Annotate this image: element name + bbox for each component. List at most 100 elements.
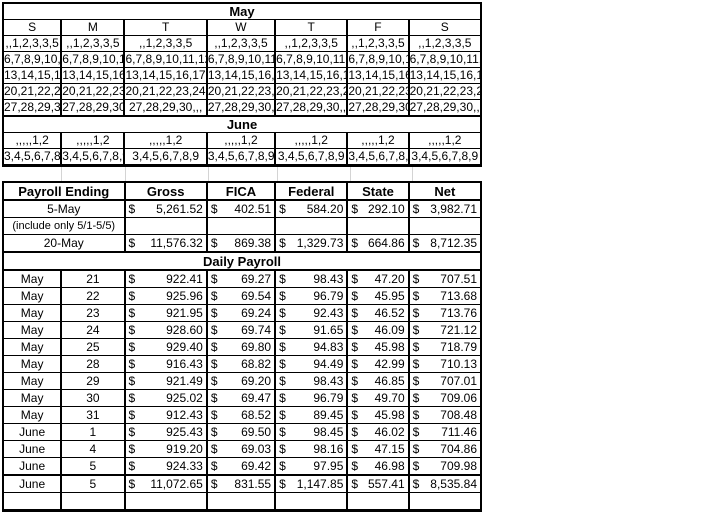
daily-payroll-title-cell[interactable]: Daily Payroll xyxy=(2,251,481,271)
month-cell[interactable]: June xyxy=(1,474,62,493)
month-cell[interactable]: May xyxy=(1,338,62,356)
calendar-day-cell[interactable]: 3,4,5,6,7,8,9 xyxy=(274,148,348,166)
federal-cell[interactable]: $96.79 xyxy=(274,287,348,305)
calendar-day-cell[interactable]: ,,1,2,3,3,5 xyxy=(60,35,125,52)
fica-cell[interactable]: $69.03 xyxy=(205,440,276,458)
grid-cell[interactable] xyxy=(413,167,482,181)
gross-cell[interactable]: $921.95 xyxy=(123,304,207,322)
month-cell[interactable]: June xyxy=(1,440,62,458)
federal-cell[interactable]: $89.45 xyxy=(274,406,348,424)
gross-cell[interactable]: $925.96 xyxy=(123,287,207,305)
month-cell[interactable]: May xyxy=(1,287,62,305)
calendar-day-cell[interactable]: 6,7,8,9,10,11,12 xyxy=(407,51,481,68)
day-cell[interactable]: 5 xyxy=(60,457,125,476)
federal-cell[interactable]: $98.43 xyxy=(274,270,348,288)
empty-cell[interactable] xyxy=(123,492,207,511)
empty-cell[interactable] xyxy=(407,492,481,511)
net-cell[interactable]: $8,535.84 xyxy=(407,474,481,493)
empty-cell[interactable] xyxy=(274,492,348,511)
gross-cell[interactable]: $929.40 xyxy=(123,338,207,356)
june-title-cell[interactable]: June xyxy=(2,115,481,133)
day-header-cell[interactable]: F xyxy=(346,19,409,36)
state-cell[interactable]: $557.41 xyxy=(346,474,409,493)
gross-cell[interactable]: $5,261.52 xyxy=(123,200,207,218)
period-label-cell[interactable]: 20-May xyxy=(2,234,125,253)
net-cell[interactable]: $704.86 xyxy=(407,440,481,458)
calendar-day-cell[interactable]: ,,,,,1,2 xyxy=(407,132,481,149)
net-cell[interactable] xyxy=(407,217,481,235)
month-cell[interactable]: May xyxy=(1,406,62,424)
month-cell[interactable]: June xyxy=(1,457,62,476)
day-cell[interactable]: 4 xyxy=(60,440,125,458)
calendar-day-cell[interactable]: ,,1,2,3,3,5 xyxy=(346,35,409,52)
day-cell[interactable]: 1 xyxy=(60,423,125,441)
calendar-day-cell[interactable]: 13,14,15,16,17,18,19 xyxy=(407,67,481,84)
state-cell[interactable]: $45.98 xyxy=(346,338,409,356)
net-cell[interactable]: $713.68 xyxy=(407,287,481,305)
fica-cell[interactable]: $69.20 xyxy=(205,372,276,390)
month-cell[interactable]: May xyxy=(1,355,62,373)
fica-cell[interactable]: $69.54 xyxy=(205,287,276,305)
empty-cell[interactable] xyxy=(346,492,409,511)
empty-cell[interactable] xyxy=(60,492,125,511)
gross-cell[interactable]: $925.43 xyxy=(123,423,207,441)
gross-cell[interactable]: $921.49 xyxy=(123,372,207,390)
calendar-day-cell[interactable]: 13,14,15,16,17,18,19 xyxy=(123,67,207,84)
federal-cell[interactable]: $96.79 xyxy=(274,389,348,407)
day-header-cell[interactable]: S xyxy=(407,19,481,36)
fica-cell[interactable]: $69.27 xyxy=(205,270,276,288)
calendar-day-cell[interactable]: 3,4,5,6,7,8,9 xyxy=(205,148,276,166)
grid-cell[interactable] xyxy=(209,167,278,181)
federal-cell[interactable]: $98.45 xyxy=(274,423,348,441)
grid-cell[interactable] xyxy=(126,167,209,181)
calendar-day-cell[interactable]: 6,7,8,9,10,11,12 xyxy=(60,51,125,68)
day-cell[interactable]: 23 xyxy=(60,304,125,322)
day-header-cell[interactable]: M xyxy=(60,19,125,36)
fica-cell[interactable]: $402.51 xyxy=(205,200,276,218)
header-federal[interactable]: Federal xyxy=(274,182,348,201)
empty-cell[interactable] xyxy=(1,492,62,511)
gross-cell[interactable]: $928.60 xyxy=(123,321,207,339)
state-cell[interactable]: $292.10 xyxy=(346,200,409,218)
state-cell[interactable]: $46.02 xyxy=(346,423,409,441)
fica-cell[interactable]: $68.82 xyxy=(205,355,276,373)
state-cell[interactable]: $46.98 xyxy=(346,457,409,476)
fica-cell[interactable]: $69.80 xyxy=(205,338,276,356)
calendar-day-cell[interactable]: 27,28,29,30,,, xyxy=(274,99,348,117)
day-header-cell[interactable]: T xyxy=(274,19,348,36)
calendar-day-cell[interactable]: 3,4,5,6,7,8,9 xyxy=(407,148,481,166)
calendar-day-cell[interactable]: 27,28,29,30,,, xyxy=(407,99,481,117)
calendar-day-cell[interactable]: 13,14,15,16,17,18,19 xyxy=(346,67,409,84)
header-state[interactable]: State xyxy=(346,182,409,201)
calendar-day-cell[interactable]: ,,,,,1,2 xyxy=(123,132,207,149)
gross-cell[interactable]: $919.20 xyxy=(123,440,207,458)
federal-cell[interactable]: $94.49 xyxy=(274,355,348,373)
may-title-cell[interactable]: May xyxy=(2,3,481,20)
day-cell[interactable]: 22 xyxy=(60,287,125,305)
header-fica[interactable]: FICA xyxy=(205,182,276,201)
calendar-day-cell[interactable]: ,,,,,1,2 xyxy=(205,132,276,149)
calendar-day-cell[interactable]: 13,14,15,16,17,18,19 xyxy=(274,67,348,84)
net-cell[interactable]: $718.79 xyxy=(407,338,481,356)
fica-cell[interactable]: $831.55 xyxy=(205,474,276,493)
day-cell[interactable]: 5 xyxy=(60,474,125,493)
federal-cell[interactable]: $97.95 xyxy=(274,457,348,476)
month-cell[interactable]: May xyxy=(1,389,62,407)
federal-cell[interactable]: $98.16 xyxy=(274,440,348,458)
empty-cell[interactable] xyxy=(205,492,276,511)
state-cell[interactable]: $42.99 xyxy=(346,355,409,373)
header-net[interactable]: Net xyxy=(407,182,481,201)
fica-cell[interactable]: $69.47 xyxy=(205,389,276,407)
gross-cell[interactable]: $916.43 xyxy=(123,355,207,373)
federal-cell[interactable]: $1,329.73 xyxy=(274,234,348,253)
fica-cell[interactable] xyxy=(205,217,276,235)
grid-cell[interactable] xyxy=(2,167,62,181)
calendar-day-cell[interactable]: 6,7,8,9,10,11,12 xyxy=(274,51,348,68)
fica-cell[interactable]: $69.74 xyxy=(205,321,276,339)
state-cell[interactable]: $49.70 xyxy=(346,389,409,407)
calendar-day-cell[interactable]: 13,14,15,16,17,18,19 xyxy=(60,67,125,84)
calendar-day-cell[interactable]: ,,1,2,3,3,5 xyxy=(205,35,276,52)
month-cell[interactable]: June xyxy=(1,423,62,441)
day-cell[interactable]: 31 xyxy=(60,406,125,424)
calendar-day-cell[interactable]: ,,1,2,3,3,5 xyxy=(123,35,207,52)
